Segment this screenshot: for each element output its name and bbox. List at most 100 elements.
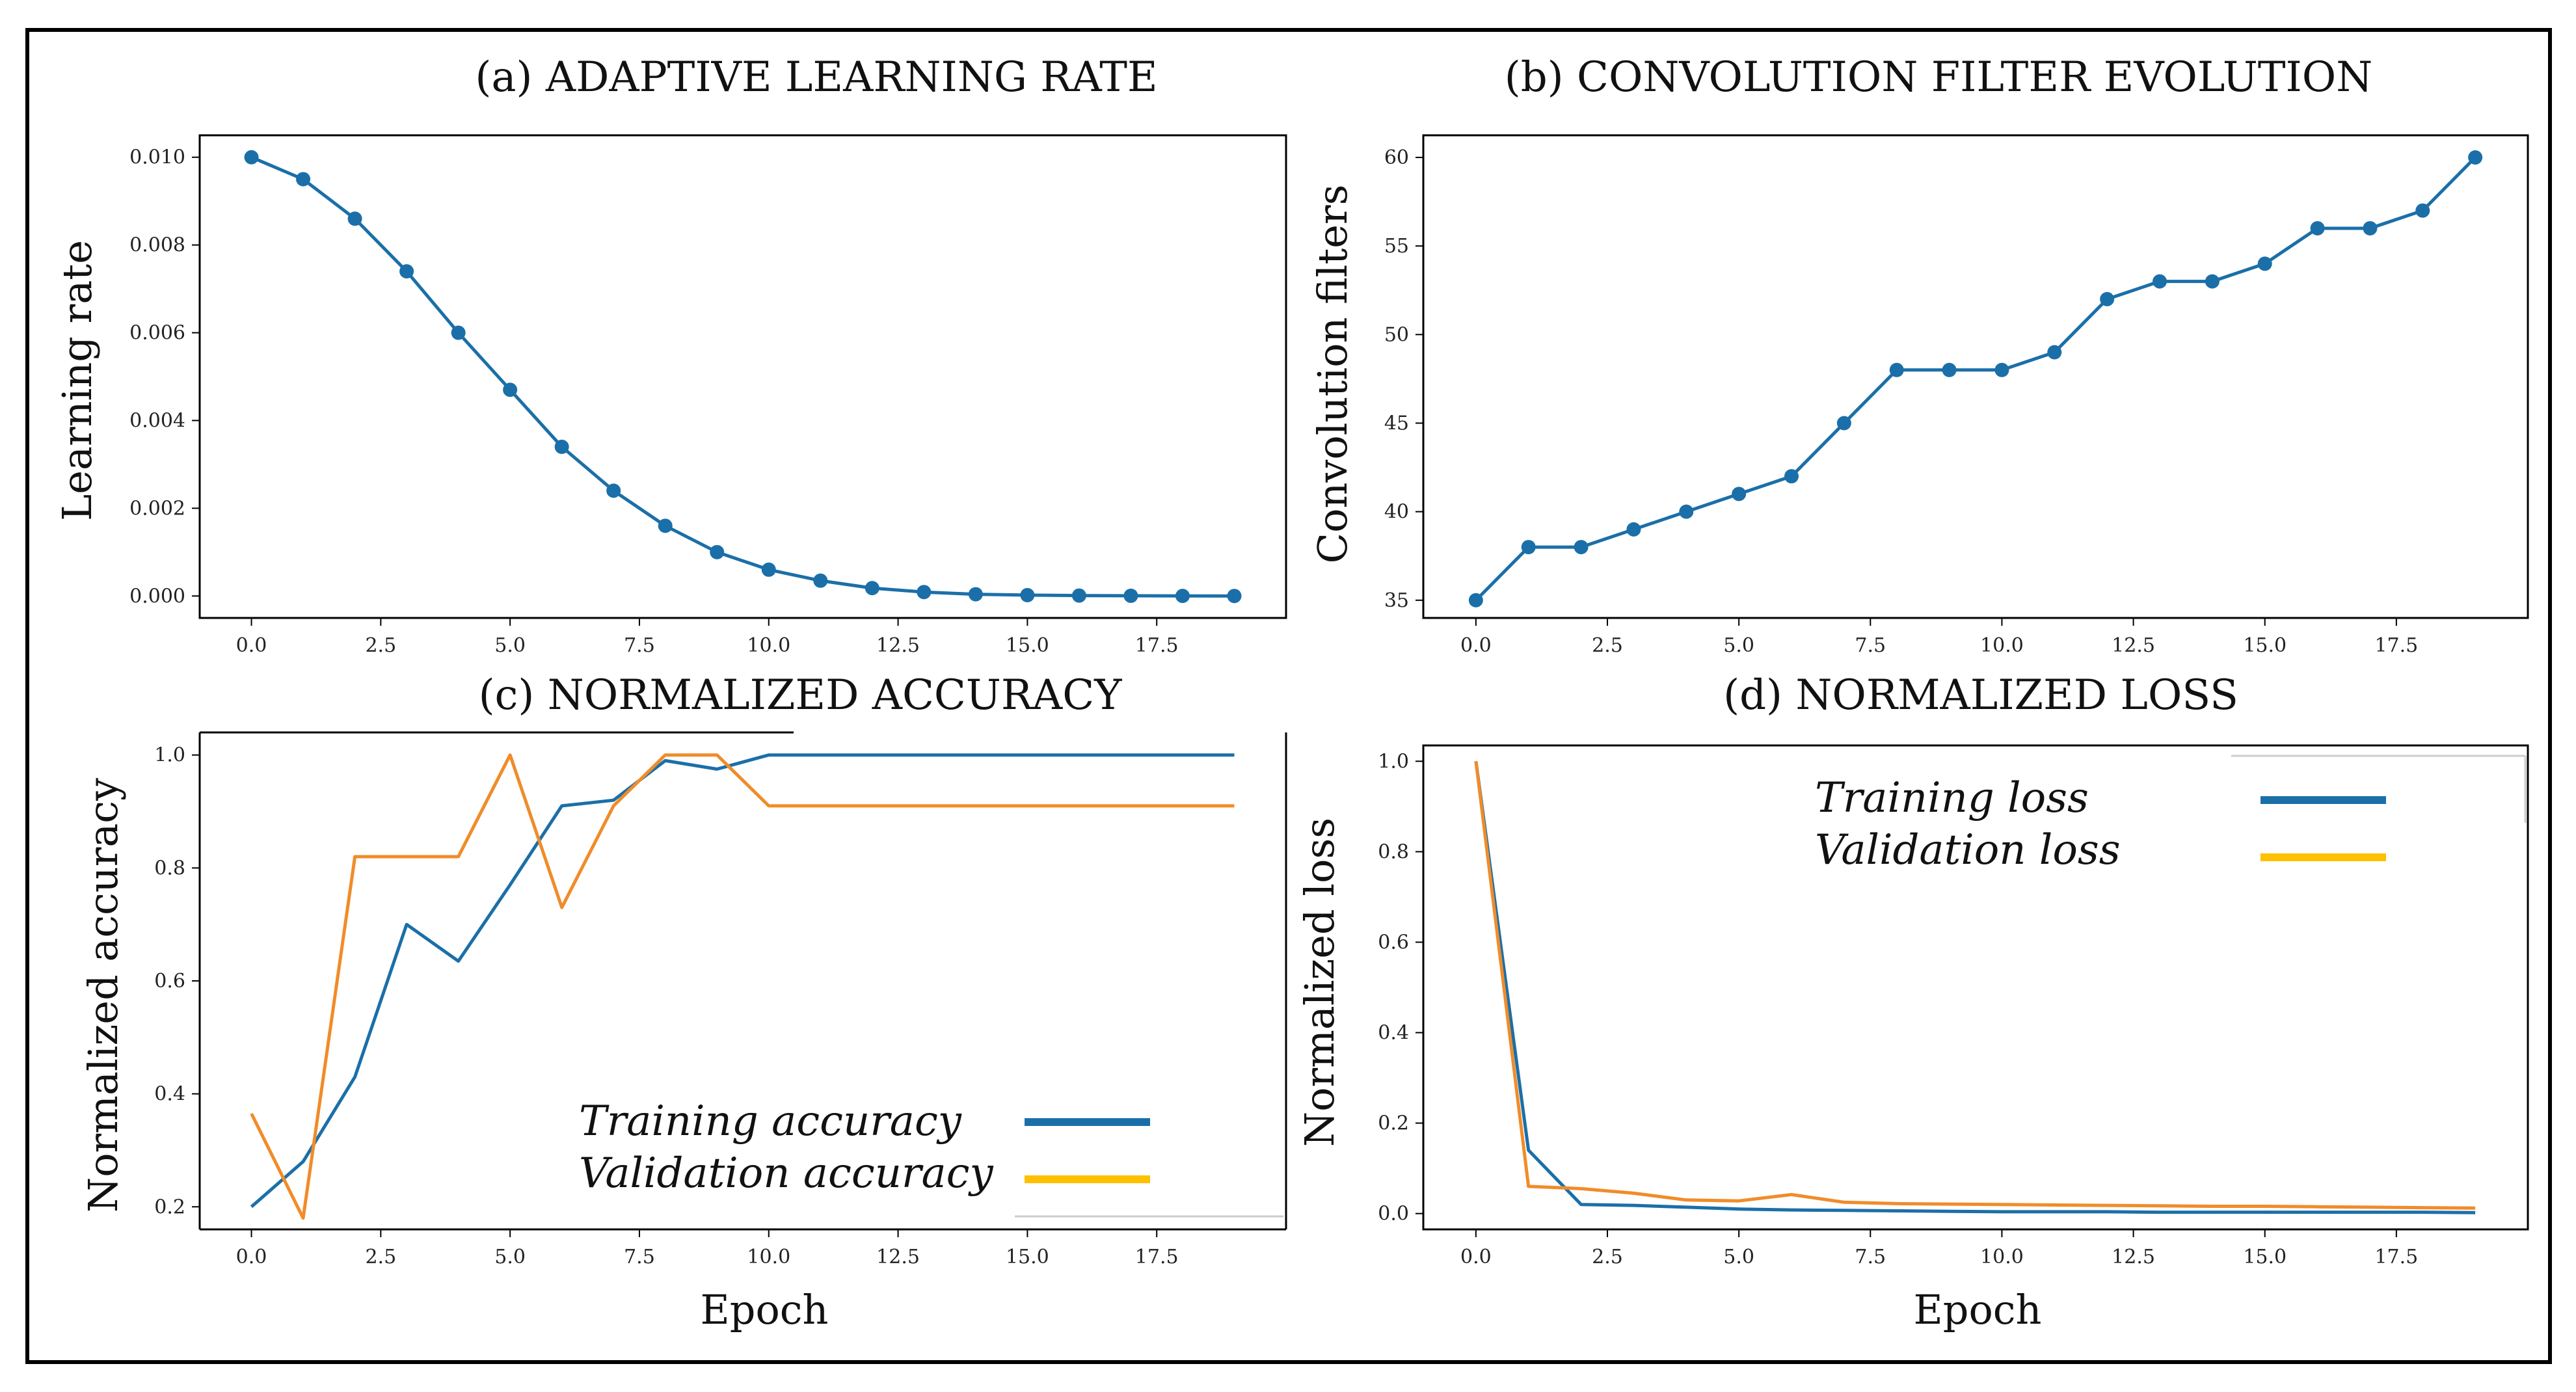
panel-a-data-point bbox=[917, 585, 932, 600]
panel-a-xtick-label: 5.0 bbox=[494, 634, 526, 657]
panel-c-xtick-label: 5.0 bbox=[494, 1246, 526, 1268]
panel-b-title: (b) CONVOLUTION FILTER EVOLUTION bbox=[1505, 53, 2373, 101]
panel-d-xticks: 0.0 2.5 5.0 7.5 10.0 12.5 15.0 17.5 bbox=[1460, 1229, 2418, 1268]
panel-a-data-point bbox=[347, 211, 362, 226]
panel-b-data-point bbox=[2363, 221, 2378, 235]
panel-d-ytick-label: 1.0 bbox=[1378, 750, 1409, 773]
panel-a-ylabel: Learning rate bbox=[53, 240, 101, 521]
panel-d-xtick-label: 0.0 bbox=[1460, 1246, 1492, 1268]
panel-c-ytick-label: 1.0 bbox=[154, 744, 185, 767]
panel-d-legend: Training loss Validation loss bbox=[1815, 755, 2527, 874]
panel-d-series bbox=[1474, 760, 2476, 1214]
panel-a-data-point bbox=[1020, 587, 1035, 602]
panel-a-data-point bbox=[968, 587, 983, 602]
panel-a-ytick-label: 0.000 bbox=[129, 585, 185, 608]
panel-b-data-point bbox=[1521, 540, 1536, 555]
panel-b-convolution-filters: (b) CONVOLUTION FILTER EVOLUTION Convolu… bbox=[1309, 53, 2529, 657]
panel-a-ytick-label: 0.002 bbox=[129, 497, 185, 520]
panel-a-data-point bbox=[813, 573, 828, 588]
panel-c-ytick-label: 0.6 bbox=[154, 970, 185, 993]
panel-a-data-point bbox=[761, 562, 776, 577]
panel-c-title: (c) NORMALIZED ACCURACY bbox=[479, 671, 1123, 719]
panel-d-ylabel: Normalized loss bbox=[1296, 818, 1343, 1147]
panel-a-xtick-label: 2.5 bbox=[365, 634, 396, 657]
panel-b-xtick-label: 12.5 bbox=[2112, 634, 2155, 657]
panel-a-xtick-label: 7.5 bbox=[624, 634, 655, 657]
panel-b-ytick-label: 60 bbox=[1384, 146, 1409, 169]
legend-validation-loss: Validation loss bbox=[1815, 826, 2121, 874]
panel-a-series bbox=[244, 150, 1242, 604]
panel-c-legend: Training accuracy Validation accuracy bbox=[565, 1073, 1283, 1218]
panel-d-series-1-line bbox=[1474, 760, 2476, 1214]
panel-a-data-point bbox=[1123, 588, 1138, 603]
panel-d-ytick-label: 0.2 bbox=[1378, 1112, 1409, 1135]
panel-b-xticks: 0.0 2.5 5.0 7.5 10.0 12.5 15.0 17.5 bbox=[1460, 618, 2418, 657]
panel-b-data-point bbox=[1626, 522, 1641, 537]
panel-a-ytick-label: 0.008 bbox=[129, 234, 185, 257]
panel-a-xtick-label: 15.0 bbox=[1006, 634, 1049, 657]
panel-d-xtick-label: 10.0 bbox=[1980, 1246, 2024, 1268]
panel-d-title: (d) NORMALIZED LOSS bbox=[1723, 671, 2238, 719]
panel-b-data-point bbox=[1732, 487, 1747, 502]
panel-d-ytick-label: 0.4 bbox=[1378, 1022, 1409, 1045]
panel-a-data-point bbox=[503, 382, 518, 397]
panel-a-xticks: 0.0 2.5 5.0 7.5 10.0 12.5 15.0 17.5 bbox=[236, 618, 1179, 657]
panel-a-ytick-label: 0.006 bbox=[129, 322, 185, 345]
panel-d-axes bbox=[1422, 744, 2529, 1231]
panel-a-series-1-line bbox=[250, 155, 1235, 598]
panel-a-data-point bbox=[399, 264, 414, 279]
panel-d-xtick-label: 15.0 bbox=[2243, 1246, 2287, 1268]
panel-b-ytick-label: 45 bbox=[1384, 412, 1409, 435]
panel-b-data-point bbox=[2153, 274, 2167, 289]
panel-b-data-point bbox=[1942, 362, 1957, 377]
panel-a-ytick-label: 0.004 bbox=[129, 409, 185, 432]
panel-b-xtick-label: 5.0 bbox=[1723, 634, 1754, 657]
panel-b-xtick-label: 15.0 bbox=[2243, 634, 2287, 657]
panel-a-data-point bbox=[658, 518, 673, 533]
panel-b-data-point bbox=[2100, 291, 2115, 306]
legend-training-accuracy: Training accuracy bbox=[579, 1097, 962, 1145]
panel-b-data-point bbox=[2468, 150, 2483, 165]
panel-a-axes bbox=[198, 134, 1287, 619]
panel-b-yticks: 35 40 45 50 55 60 bbox=[1384, 146, 1423, 612]
panel-a-yticks: 0.000 0.002 0.004 0.006 0.008 0.010 bbox=[129, 146, 200, 608]
panel-c-xlabel: Epoch bbox=[701, 1286, 829, 1333]
panel-c-ytick-label: 0.8 bbox=[154, 857, 185, 879]
panel-c-xtick-label: 12.5 bbox=[876, 1246, 920, 1268]
panel-a-xtick-label: 10.0 bbox=[747, 634, 790, 657]
panel-c-xticks: 0.0 2.5 5.0 7.5 10.0 12.5 15.0 17.5 bbox=[236, 1229, 1179, 1268]
panel-d-ytick-label: 0.0 bbox=[1378, 1203, 1409, 1225]
panel-b-data-point bbox=[2257, 256, 2272, 271]
panel-b-axes bbox=[1422, 134, 2529, 619]
panel-c-yticks: 0.2 0.4 0.6 0.8 1.0 bbox=[154, 744, 200, 1218]
panel-a-xtick-label: 17.5 bbox=[1135, 634, 1179, 657]
panel-b-ytick-label: 40 bbox=[1384, 501, 1409, 524]
panel-c-ylabel: Normalized accuracy bbox=[79, 778, 127, 1212]
panel-b-xtick-label: 17.5 bbox=[2374, 634, 2418, 657]
panel-c-xtick-label: 7.5 bbox=[624, 1246, 655, 1268]
panel-a-data-point bbox=[1071, 588, 1086, 603]
panel-b-ytick-label: 50 bbox=[1384, 323, 1409, 346]
panel-c-xtick-label: 17.5 bbox=[1135, 1246, 1179, 1268]
panel-d-ytick-label: 0.6 bbox=[1378, 931, 1409, 954]
panel-a-xtick-label: 12.5 bbox=[876, 634, 920, 657]
panel-c-ytick-label: 0.2 bbox=[154, 1196, 185, 1218]
panel-d-normalized-loss: (d) NORMALIZED LOSS Normalized loss Epoc… bbox=[1296, 671, 2529, 1333]
panel-d-xtick-label: 2.5 bbox=[1592, 1246, 1623, 1268]
panel-a-data-point bbox=[606, 483, 621, 498]
panel-d-xtick-label: 12.5 bbox=[2112, 1246, 2155, 1268]
panel-a-data-point bbox=[554, 439, 569, 454]
panel-b-ytick-label: 35 bbox=[1384, 589, 1409, 612]
panel-b-data-point bbox=[1784, 469, 1799, 484]
panel-a-learning-rate: (a) ADAPTIVE LEARNING RATE Learning rate… bbox=[53, 53, 1287, 657]
panel-b-xtick-label: 2.5 bbox=[1592, 634, 1623, 657]
panel-b-data-point bbox=[2310, 221, 2325, 235]
panel-b-data-point bbox=[1679, 504, 1694, 519]
panel-c-normalized-accuracy: (c) NORMALIZED ACCURACY Normalized accur… bbox=[79, 671, 1287, 1333]
panel-b-data-point bbox=[1836, 416, 1851, 431]
panel-a-data-point bbox=[1227, 589, 1242, 604]
panel-b-data-point bbox=[1889, 362, 1904, 377]
panel-b-xtick-label: 10.0 bbox=[1980, 634, 2024, 657]
panel-d-series-2-line bbox=[1474, 760, 2476, 1210]
